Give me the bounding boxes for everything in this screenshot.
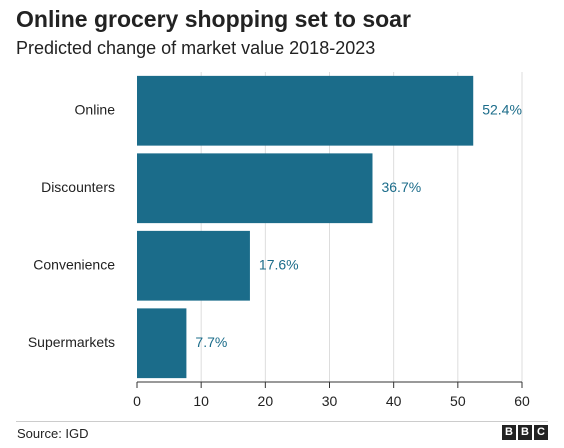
category-label: Discounters	[41, 179, 115, 195]
bar	[137, 75, 474, 146]
bar	[137, 308, 187, 379]
bar-chart: Online 52.4% Discounters 36.7% Convenience 17…	[28, 72, 530, 409]
bar	[137, 153, 373, 224]
source-note: Source: IGD	[17, 426, 89, 441]
value-label: 7.7%	[195, 334, 227, 350]
logo-letter: B	[518, 425, 532, 440]
category-label: Supermarkets	[28, 334, 115, 350]
bbc-logo: B B C	[502, 425, 548, 440]
category-label: Convenience	[33, 256, 115, 272]
bar	[137, 230, 250, 301]
value-label: 17.6%	[259, 256, 299, 272]
logo-letter: B	[502, 425, 516, 440]
x-tick-label: 0	[133, 393, 141, 409]
chart-title: Online grocery shopping set to soar	[16, 6, 411, 32]
logo-letter: C	[534, 425, 548, 440]
footer-divider	[16, 421, 548, 422]
x-tick-label: 30	[322, 393, 338, 409]
x-tick-label: 50	[450, 393, 466, 409]
category-label: Online	[75, 101, 116, 117]
chart-subtitle: Predicted change of market value 2018-20…	[16, 38, 376, 58]
x-tick-label: 10	[193, 393, 209, 409]
value-label: 52.4%	[482, 101, 522, 117]
x-tick-label: 20	[258, 393, 274, 409]
x-tick-label: 40	[386, 393, 402, 409]
value-label: 36.7%	[381, 179, 421, 195]
x-tick-label: 60	[514, 393, 530, 409]
